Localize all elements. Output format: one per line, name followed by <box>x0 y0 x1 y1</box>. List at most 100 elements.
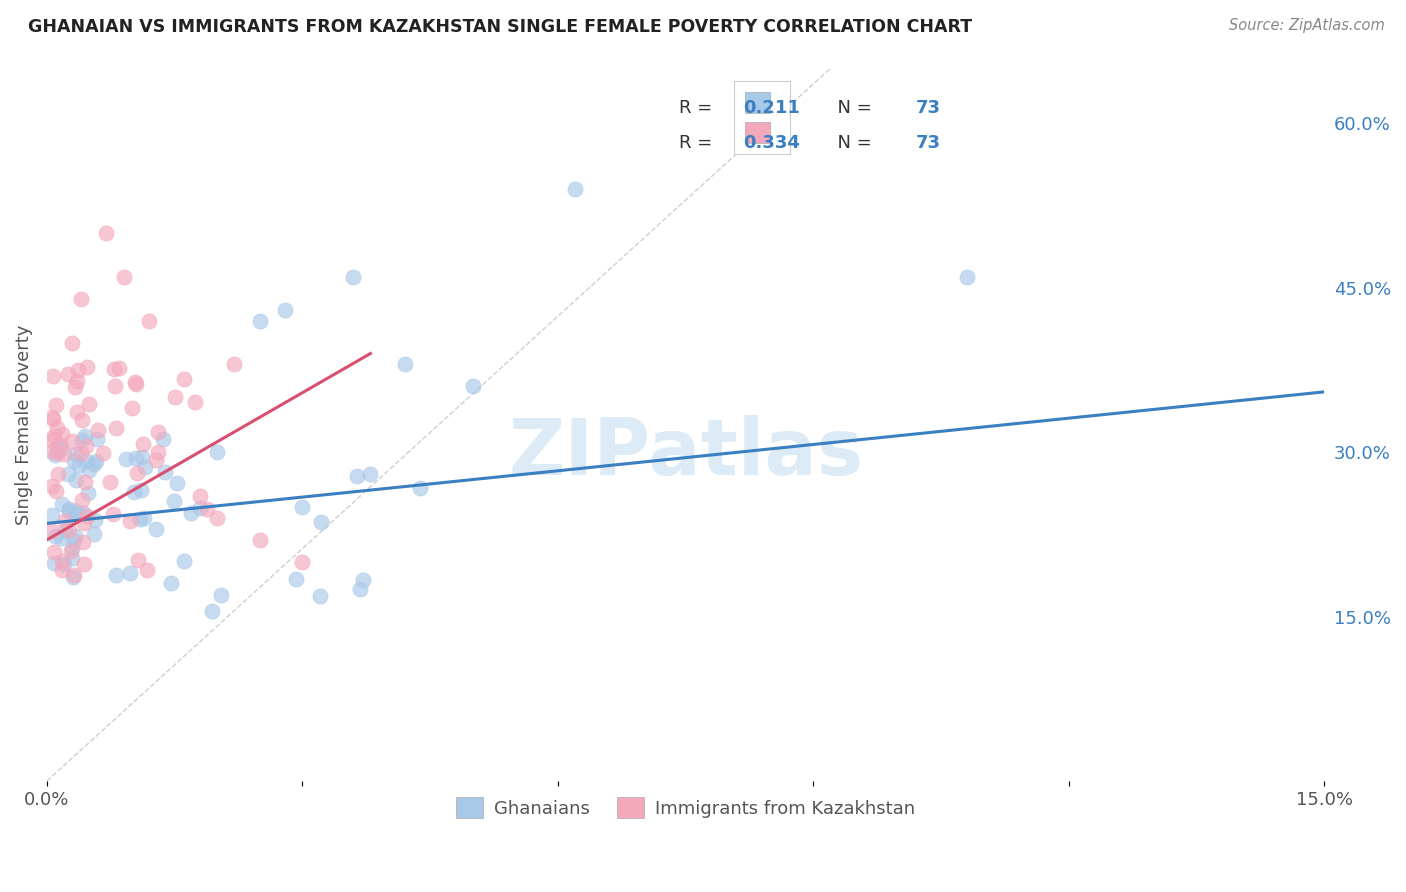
Point <box>58 467 80 481</box>
Point <box>49 531 72 545</box>
Point <box>309 515 332 529</box>
Point <box>41 444 63 458</box>
Point <box>104 379 127 393</box>
Point <box>69 446 91 460</box>
Point <box>184 395 207 409</box>
Point <box>120 566 142 580</box>
Point <box>349 582 371 596</box>
Point <box>108 360 131 375</box>
Point <box>83 527 105 541</box>
Point <box>180 506 202 520</box>
Point <box>70 292 93 306</box>
Point <box>49 442 72 457</box>
Point <box>76 359 98 374</box>
Text: Source: ZipAtlas.com: Source: ZipAtlas.com <box>1229 18 1385 33</box>
Point <box>58 523 80 537</box>
Point <box>77 463 100 477</box>
Point <box>66 404 89 418</box>
Point <box>41 508 63 522</box>
Point <box>60 544 83 558</box>
Point <box>291 555 314 569</box>
Legend: Ghanaians, Immigrants from Kazakhstan: Ghanaians, Immigrants from Kazakhstan <box>449 790 922 825</box>
Point <box>152 432 174 446</box>
Point <box>205 445 228 459</box>
Point <box>42 369 65 384</box>
Point <box>62 568 84 582</box>
Point <box>91 446 114 460</box>
Point <box>51 426 73 441</box>
Point <box>45 483 67 498</box>
Point <box>138 313 160 327</box>
Point <box>115 452 138 467</box>
Point <box>195 501 218 516</box>
Point <box>44 529 66 543</box>
Point <box>124 377 146 392</box>
Point <box>105 568 128 582</box>
Point <box>49 437 72 451</box>
Point <box>146 425 169 439</box>
Point <box>63 504 86 518</box>
Point <box>58 502 80 516</box>
Point <box>274 302 297 317</box>
Point <box>45 420 67 434</box>
Point <box>44 448 66 462</box>
Point <box>72 516 94 530</box>
Point <box>309 589 332 603</box>
Point <box>62 570 84 584</box>
Point <box>75 439 97 453</box>
Point <box>41 412 63 426</box>
Point <box>41 409 63 424</box>
Point <box>145 522 167 536</box>
Point <box>201 604 224 618</box>
Point <box>118 514 141 528</box>
Point <box>122 484 145 499</box>
Point <box>52 557 75 571</box>
Point <box>104 421 127 435</box>
Point <box>76 509 98 524</box>
Point <box>173 372 195 386</box>
Point <box>564 182 586 196</box>
Point <box>60 541 83 555</box>
Point <box>160 575 183 590</box>
Point <box>56 368 79 382</box>
Point <box>461 379 484 393</box>
Point <box>394 358 416 372</box>
Point <box>112 269 135 284</box>
Point <box>132 436 155 450</box>
Point <box>77 397 100 411</box>
Point <box>409 481 432 495</box>
Point <box>72 506 94 520</box>
Point <box>173 554 195 568</box>
Point <box>70 492 93 507</box>
Point <box>73 428 96 442</box>
Point <box>121 401 143 416</box>
Point <box>52 446 75 460</box>
Point <box>83 513 105 527</box>
Text: 0.211: 0.211 <box>742 99 800 117</box>
Point <box>51 496 73 510</box>
Point <box>249 533 271 547</box>
Point <box>249 313 271 327</box>
Point <box>136 563 159 577</box>
Point <box>63 529 86 543</box>
Point <box>129 483 152 498</box>
Point <box>42 429 65 443</box>
Point <box>63 380 86 394</box>
Point <box>63 534 86 549</box>
Point <box>58 504 80 518</box>
Point <box>84 454 107 468</box>
Point <box>103 361 125 376</box>
Point <box>46 441 69 455</box>
Point <box>86 432 108 446</box>
Point <box>65 375 87 389</box>
Point <box>352 573 374 587</box>
Point <box>44 556 66 570</box>
Point <box>129 512 152 526</box>
Point <box>346 468 368 483</box>
Point <box>96 226 118 240</box>
Point <box>83 457 105 471</box>
Point <box>42 545 65 559</box>
Point <box>101 507 124 521</box>
Point <box>205 511 228 525</box>
Text: 0.334: 0.334 <box>742 135 800 153</box>
